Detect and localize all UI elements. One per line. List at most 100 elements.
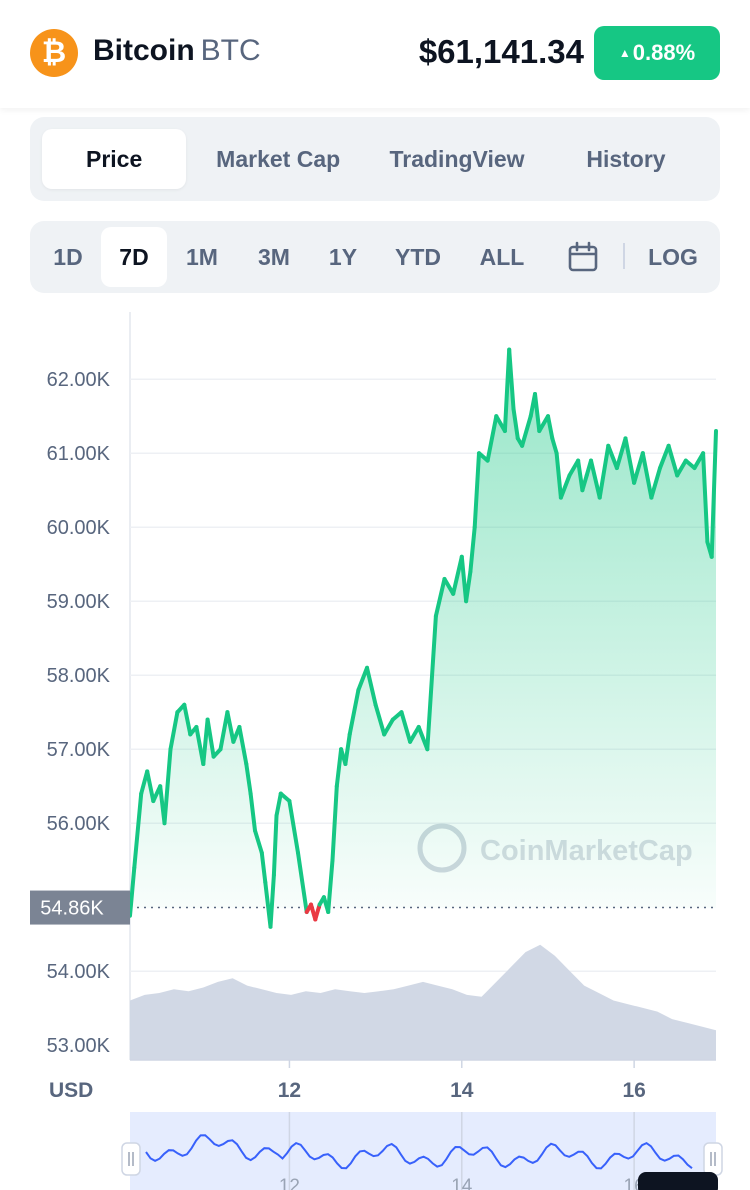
log-scale-toggle[interactable]: LOG bbox=[648, 244, 698, 270]
range-all[interactable]: ALL bbox=[479, 244, 525, 270]
y-tick-label: 62.00K bbox=[47, 369, 111, 391]
price-line-segment bbox=[225, 710, 236, 744]
price-line-segment bbox=[382, 717, 395, 737]
price-line-segment bbox=[145, 769, 156, 803]
price-line-segment bbox=[334, 747, 344, 789]
bitcoin-logo-icon: ₿ bbox=[30, 29, 78, 77]
price-line-segment bbox=[640, 451, 654, 500]
calendar-icon[interactable] bbox=[567, 241, 599, 273]
coin-symbol: BTC bbox=[200, 34, 261, 67]
price-line-segment bbox=[520, 414, 533, 448]
price-line-segment bbox=[464, 569, 473, 604]
price-line-segment bbox=[606, 443, 619, 470]
y-tick-label: 60.00K bbox=[47, 517, 111, 539]
tab-price[interactable]: Price bbox=[42, 129, 187, 189]
price-chart-svg[interactable]: 53.00K 54.00K 56.00K 57.00K 58.00K 59.00K 60.0… bbox=[0, 300, 750, 1190]
price-line-segment bbox=[614, 436, 628, 470]
price-line-segment bbox=[468, 525, 477, 574]
coin-header: ₿ Bitcoin BTC $61,141.34 ▲0.88% bbox=[0, 0, 750, 108]
baseline-label-box bbox=[30, 890, 130, 925]
price-line-segment bbox=[373, 702, 387, 737]
price-line-segment bbox=[623, 436, 637, 485]
price-line-segment bbox=[365, 665, 378, 707]
range-navigator-selection bbox=[130, 1112, 716, 1190]
caret-up-icon: ▲ bbox=[618, 46, 631, 60]
navigator-tick-label: 12 bbox=[279, 1176, 300, 1190]
price-line-segment bbox=[313, 902, 322, 922]
price-line-segment bbox=[485, 414, 499, 463]
price-line-segment bbox=[128, 865, 137, 918]
coin-title: Bitcoin BTC bbox=[93, 34, 261, 68]
coin-name: Bitcoin bbox=[93, 34, 195, 67]
y-tick-label: 57.00K bbox=[47, 739, 111, 761]
price-line-segment bbox=[666, 443, 680, 478]
price-line-segment bbox=[675, 458, 688, 478]
price-line-segment bbox=[356, 665, 369, 692]
y-tick-label: 53.00K bbox=[47, 1035, 111, 1057]
price-line-segment bbox=[533, 392, 542, 433]
price-line-segment bbox=[701, 451, 710, 544]
tab-history[interactable]: History bbox=[586, 146, 666, 172]
price-line-segment bbox=[271, 813, 279, 877]
y-tick-label: 54.00K bbox=[47, 961, 111, 983]
price-line-segment bbox=[399, 710, 413, 744]
price-line-segment bbox=[248, 791, 257, 833]
range-1y[interactable]: 1Y bbox=[328, 244, 358, 270]
price-line-segment bbox=[554, 451, 563, 500]
price-line-segment bbox=[132, 791, 144, 870]
price-line-segment bbox=[287, 799, 300, 855]
price-line-segment bbox=[580, 473, 589, 493]
price-line-segment bbox=[507, 347, 516, 411]
price-line-segment bbox=[205, 717, 216, 759]
chart-type-tabs: Price Market Cap TradingView History bbox=[30, 117, 720, 201]
price-line-segment bbox=[558, 473, 572, 500]
y-tick-label: 56.00K bbox=[47, 813, 111, 835]
navigator-left-handle[interactable] bbox=[121, 1142, 141, 1176]
tab-market-cap[interactable]: Market Cap bbox=[216, 146, 341, 172]
price-line-segment bbox=[546, 414, 555, 441]
x-tick-label: 12 bbox=[278, 1079, 301, 1102]
price-line-segment bbox=[237, 725, 249, 766]
price-line-segment bbox=[330, 784, 339, 863]
price-line-segment bbox=[649, 466, 662, 500]
price-change-badge: ▲0.88% bbox=[594, 26, 720, 80]
tab-tradingview[interactable]: TradingView bbox=[389, 146, 525, 172]
price-line-segment bbox=[218, 710, 230, 752]
price-line-segment bbox=[244, 762, 253, 796]
time-range-selector: 1D 7D 1M 3M 1Y YTD ALL LOG bbox=[30, 221, 720, 293]
price-line-segment bbox=[632, 451, 645, 485]
range-7d[interactable]: 7D bbox=[101, 227, 167, 287]
baseline-label: 54.86K bbox=[40, 898, 104, 920]
range-3m[interactable]: 3M bbox=[258, 244, 290, 270]
range-1d[interactable]: 1D bbox=[53, 244, 83, 270]
currency-label: USD bbox=[49, 1079, 93, 1102]
x-tick-label: 16 bbox=[622, 1079, 645, 1102]
price-line-segment bbox=[274, 791, 283, 818]
range-1m[interactable]: 1M bbox=[186, 244, 218, 270]
price-line-segment bbox=[451, 554, 464, 596]
y-tick-label: 59.00K bbox=[47, 591, 111, 613]
price-line-segment bbox=[253, 828, 264, 855]
price-line-segment bbox=[162, 747, 173, 826]
price-line-segment bbox=[343, 732, 352, 766]
price-line-segment bbox=[408, 725, 421, 744]
price-line-segment bbox=[268, 873, 276, 929]
range-ytd[interactable]: YTD bbox=[395, 244, 441, 270]
price-line-segment bbox=[709, 429, 718, 559]
price-line-segment bbox=[658, 443, 671, 470]
navigator-right-handle[interactable] bbox=[703, 1142, 723, 1176]
price-line-segment bbox=[182, 702, 193, 737]
price-line-segment bbox=[168, 710, 180, 752]
price-line-segment bbox=[326, 858, 335, 914]
y-tick-label: 58.00K bbox=[47, 665, 111, 687]
navigator-line bbox=[145, 1134, 693, 1170]
price-line-segment bbox=[576, 458, 585, 493]
price-line-segment bbox=[472, 451, 481, 530]
price-change-value: 0.88% bbox=[632, 40, 696, 65]
y-tick-label: 61.00K bbox=[47, 443, 111, 465]
volume-area bbox=[130, 944, 716, 1060]
toolbar-divider bbox=[623, 243, 625, 269]
price-chart[interactable]: 53.00K 54.00K 56.00K 57.00K 58.00K 59.00K 60.0… bbox=[0, 300, 750, 1190]
navigator-end-marker bbox=[638, 1172, 718, 1190]
price-line-segment bbox=[425, 614, 438, 752]
